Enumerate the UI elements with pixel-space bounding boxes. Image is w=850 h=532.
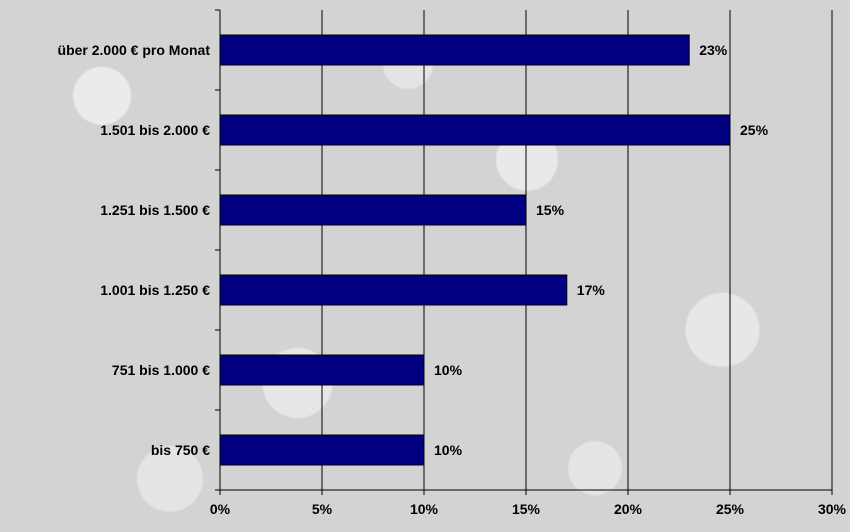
x-tick-label: 25%: [716, 501, 745, 517]
category-label: über 2.000 € pro Monat: [58, 42, 211, 58]
x-tick-label: 10%: [410, 501, 439, 517]
value-label: 15%: [536, 202, 565, 218]
x-tick-label: 15%: [512, 501, 541, 517]
value-label: 17%: [577, 282, 606, 298]
value-label: 10%: [434, 362, 463, 378]
bar: [219, 34, 690, 66]
x-tick-label: 30%: [818, 501, 847, 517]
value-label: 10%: [434, 442, 463, 458]
category-label: 1.251 bis 1.500 €: [100, 202, 210, 218]
category-label: 1.501 bis 2.000 €: [100, 122, 210, 138]
category-label: 1.001 bis 1.250 €: [100, 282, 210, 298]
x-tick-label: 20%: [614, 501, 643, 517]
x-tick-label: 5%: [312, 501, 333, 517]
bar: [219, 434, 425, 466]
bar: [219, 194, 527, 226]
x-tick-label: 0%: [210, 501, 231, 517]
bar: [219, 354, 425, 386]
bar: [219, 114, 731, 146]
value-label: 25%: [740, 122, 769, 138]
category-label: bis 750 €: [151, 442, 210, 458]
category-label: 751 bis 1.000 €: [112, 362, 210, 378]
value-label: 23%: [699, 42, 728, 58]
bar: [219, 274, 568, 306]
